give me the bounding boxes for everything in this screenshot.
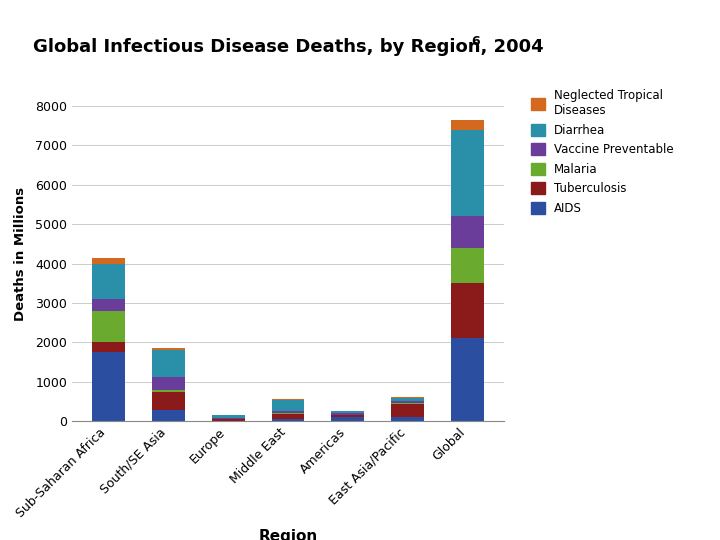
- Bar: [392, 403, 424, 404]
- Bar: [271, 411, 305, 413]
- Bar: [331, 413, 364, 415]
- Bar: [331, 415, 364, 417]
- Bar: [212, 418, 245, 419]
- Bar: [331, 417, 364, 421]
- Bar: [91, 258, 125, 264]
- Bar: [451, 130, 485, 217]
- Bar: [152, 350, 184, 377]
- Bar: [152, 348, 184, 350]
- Bar: [392, 417, 424, 421]
- Bar: [451, 217, 485, 248]
- Bar: [152, 410, 184, 421]
- Bar: [152, 377, 184, 390]
- Bar: [451, 339, 485, 421]
- Legend: Neglected Tropical
Diseases, Diarrhea, Vaccine Preventable, Malaria, Tuberculosi: Neglected Tropical Diseases, Diarrhea, V…: [527, 86, 678, 218]
- Bar: [392, 401, 424, 403]
- Bar: [91, 352, 125, 421]
- Text: 6: 6: [472, 35, 480, 48]
- Bar: [212, 415, 245, 418]
- Bar: [152, 392, 184, 410]
- Bar: [91, 311, 125, 342]
- Bar: [451, 120, 485, 130]
- Bar: [451, 248, 485, 284]
- Bar: [392, 397, 424, 401]
- Bar: [271, 413, 305, 414]
- Text: Global Infectious Disease Deaths, by Region, 2004: Global Infectious Disease Deaths, by Reg…: [32, 38, 544, 56]
- Bar: [91, 342, 125, 352]
- Bar: [271, 414, 305, 419]
- Bar: [392, 404, 424, 417]
- Bar: [331, 411, 364, 413]
- Y-axis label: Deaths in Millions: Deaths in Millions: [14, 187, 27, 321]
- Bar: [212, 419, 245, 421]
- Bar: [271, 419, 305, 421]
- Bar: [91, 299, 125, 311]
- X-axis label: Region: Region: [258, 529, 318, 540]
- Bar: [91, 264, 125, 299]
- Bar: [271, 400, 305, 411]
- Bar: [152, 390, 184, 392]
- Bar: [451, 284, 485, 339]
